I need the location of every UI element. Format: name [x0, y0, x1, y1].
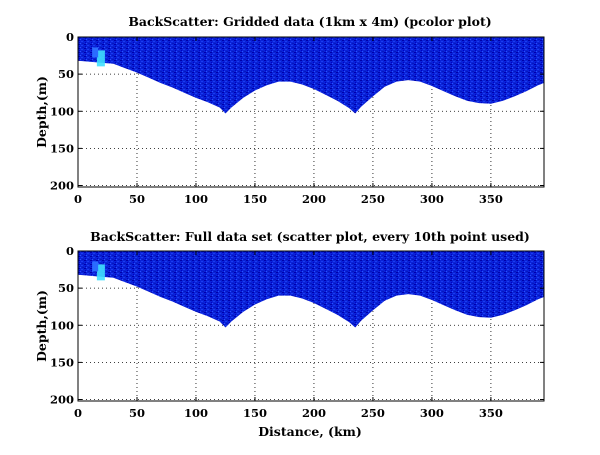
high-backscatter-patch — [96, 264, 105, 281]
x-tick-label: 50 — [129, 192, 145, 206]
bottom-x-axis-label: Distance, (km) — [258, 424, 362, 439]
y-tick-label: 0 — [66, 30, 74, 44]
top-x-ticks: 0 50 100 150 200 250 300 350 — [74, 37, 503, 206]
y-tick-label: 100 — [50, 318, 74, 332]
x-tick-label: 350 — [479, 406, 503, 420]
x-tick-label: 250 — [361, 406, 385, 420]
y-tick-label: 50 — [58, 67, 74, 81]
y-tick-label: 150 — [50, 355, 74, 369]
x-tick-label: 200 — [302, 192, 326, 206]
x-tick-label: 150 — [243, 406, 267, 420]
top-y-axis-label: Depth,(m) — [34, 76, 49, 148]
high-backscatter-patch — [92, 261, 99, 272]
top-y-ticks: 0 50 100 150 200 — [50, 30, 544, 193]
bottom-panel: BackScatter: Full data set (scatter plot… — [34, 229, 545, 439]
x-tick-label: 0 — [74, 192, 82, 206]
bottom-chart-title: BackScatter: Full data set (scatter plot… — [90, 229, 530, 244]
high-backscatter-patch — [96, 50, 105, 67]
y-tick-label: 150 — [50, 141, 74, 155]
x-tick-label: 300 — [420, 406, 444, 420]
x-tick-label: 150 — [243, 192, 267, 206]
x-tick-label: 300 — [420, 192, 444, 206]
x-tick-label: 0 — [74, 406, 82, 420]
y-tick-label: 200 — [50, 179, 74, 193]
x-tick-label: 50 — [129, 406, 145, 420]
y-tick-label: 0 — [66, 244, 74, 258]
top-chart-title: BackScatter: Gridded data (1km x 4m) (pc… — [128, 14, 491, 29]
top-hotspots — [92, 47, 105, 67]
bottom-y-axis-label: Depth,(m) — [34, 290, 49, 362]
y-tick-label: 200 — [50, 393, 74, 407]
top-axes-frame — [77, 36, 545, 188]
bottom-x-ticks: 0 50 100 150 200 250 300 350 — [74, 251, 503, 420]
top-backscatter-field — [78, 37, 544, 114]
y-tick-label: 50 — [58, 281, 74, 295]
high-backscatter-patch — [92, 47, 99, 58]
x-tick-label: 250 — [361, 192, 385, 206]
x-tick-label: 350 — [479, 192, 503, 206]
x-tick-label: 100 — [184, 192, 208, 206]
bottom-y-ticks: 0 50 100 150 200 — [50, 244, 544, 407]
bottom-hotspots — [92, 261, 105, 281]
bottom-backscatter-points — [78, 251, 544, 328]
bottom-axes-frame — [77, 250, 545, 402]
x-tick-label: 200 — [302, 406, 326, 420]
x-tick-label: 100 — [184, 406, 208, 420]
y-tick-label: 100 — [50, 104, 74, 118]
top-panel: BackScatter: Gridded data (1km x 4m) (pc… — [34, 14, 545, 206]
